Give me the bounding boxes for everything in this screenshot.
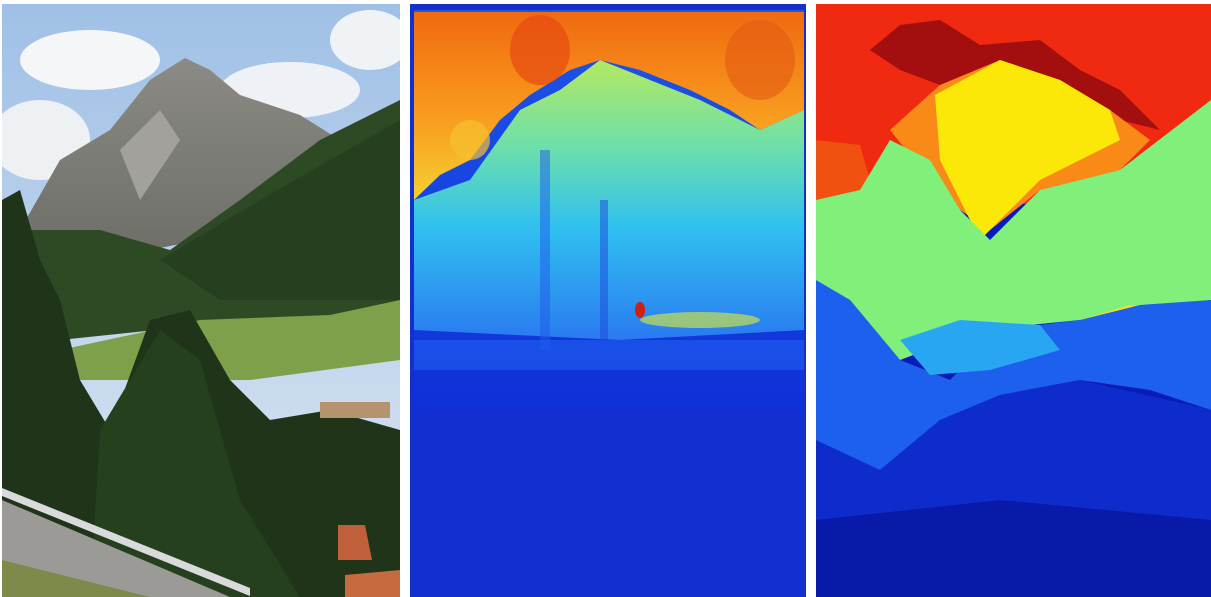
triptych [0, 0, 1211, 597]
depth-panel [410, 4, 806, 597]
segmentation-panel [816, 4, 1211, 597]
photo-panel [0, 4, 410, 597]
page: (() => { const data = JSON.parse(documen… [0, 0, 1211, 597]
